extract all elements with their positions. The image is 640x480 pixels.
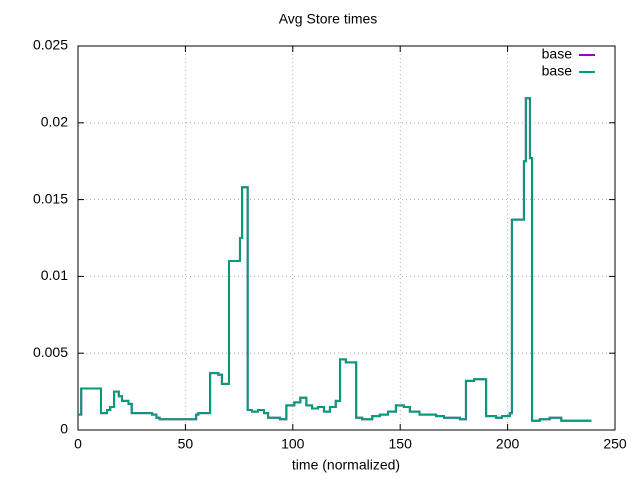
- x-tick-label: 100: [281, 436, 305, 452]
- y-tick-label: 0.01: [41, 267, 68, 283]
- chart-title: Avg Store times: [279, 11, 378, 27]
- y-tick-label: 0.025: [33, 37, 68, 53]
- legend-label: base: [542, 46, 573, 62]
- x-tick-label: 200: [496, 436, 520, 452]
- y-tick-label: 0.015: [33, 190, 68, 206]
- data-line: [78, 97, 592, 422]
- x-tick-label: 50: [178, 436, 194, 452]
- x-tick-label: 0: [74, 436, 82, 452]
- x-tick-label: 150: [389, 436, 413, 452]
- x-tick-label: 250: [603, 436, 627, 452]
- x-axis-label: time (normalized): [292, 457, 400, 473]
- legend-label: base: [542, 63, 573, 79]
- y-tick-label: 0.005: [33, 344, 68, 360]
- y-tick-label: 0.02: [41, 114, 68, 130]
- data-line: [78, 97, 592, 422]
- y-tick-label: 0: [60, 421, 68, 437]
- plot-frame: [77, 45, 616, 431]
